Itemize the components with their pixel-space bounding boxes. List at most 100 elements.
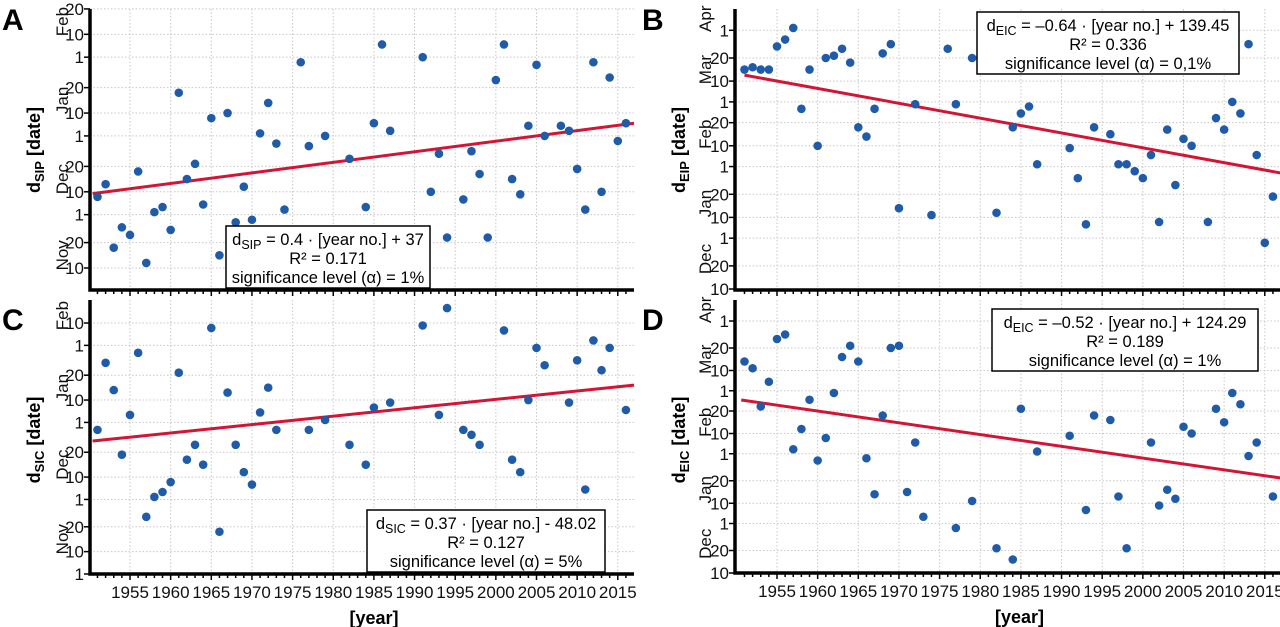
y-tick-label: 20 [710,185,729,204]
data-point [467,146,476,156]
data-point [580,485,590,494]
data-point [158,487,167,497]
data-point [475,440,484,450]
data-point [1244,39,1253,49]
data-point [223,108,232,118]
y-tick-label: 20 [710,49,729,68]
month-label: Dec [696,528,715,559]
data-point [621,118,631,128]
y-tick-label: 20 [65,157,84,176]
y-tick-label: 10 [65,104,84,123]
data-point [1032,447,1042,456]
month-label: Dec [53,449,72,480]
data-point [117,223,127,232]
y-tick-label: 1 [720,382,729,401]
y-tick-label: 1 [75,48,84,67]
y-tick-label: 10 [65,391,84,410]
data-point [442,303,452,313]
y-tick-label: 20 [65,79,84,98]
month-label: Apr [696,5,715,32]
data-point [174,368,184,378]
data-point [198,460,208,469]
data-point [320,415,330,425]
y-tick-label: 10 [710,280,729,299]
x-tick-label: 1990 [396,583,434,602]
regression-line [92,121,635,196]
data-point [345,440,354,450]
panel-letter: B [642,4,664,37]
equation-r2: R² = 0.189 [1086,333,1164,351]
data-point [1138,173,1148,183]
data-point [1260,238,1270,248]
data-point [369,403,379,412]
x-tick-label: 2005 [1165,582,1203,601]
data-point [223,388,232,397]
x-tick-label: 1965 [192,583,230,602]
data-point [829,51,839,60]
y-tick-label: 20 [65,234,84,253]
month-label: Mar [696,55,715,85]
data-point [215,251,224,260]
data-point [1016,404,1026,414]
data-point [1089,123,1099,132]
x-tick-label: 1995 [1083,582,1121,601]
data-point [239,182,249,192]
data-point [190,440,200,450]
y-tick-label: 1 [720,312,729,331]
equation-r2: R² = 0.171 [289,250,367,268]
data-point [1154,501,1164,510]
data-point [837,352,847,362]
y-axis-label-subscript: EIP [677,161,692,182]
x-tick-label: 1985 [355,583,393,602]
x-axis-label: [year] [995,607,1044,627]
data-point [1089,411,1099,420]
y-tick-label: 20 [710,542,729,561]
y-tick-label: 10 [65,468,84,487]
data-point [1187,429,1196,438]
data-point [231,440,240,450]
data-point [507,455,517,464]
x-tick-label: 1960 [152,583,190,602]
equation-var: d [1004,314,1013,332]
y-axis-label-unit: [date] [669,397,689,451]
data-point [1146,438,1156,447]
data-point [780,35,790,44]
equation-r2: R² = 0.127 [447,534,525,552]
data-point [756,65,766,74]
month-label: Dec [696,243,715,274]
data-point [870,489,879,499]
month-label: Jan [53,87,72,114]
data-point [1081,505,1091,515]
data-point [150,492,159,502]
equation-box-frame [366,509,606,573]
data-point [605,73,614,82]
data-point [207,323,216,333]
data-point [589,336,598,345]
axis-lines [733,9,1280,292]
data-point [207,113,216,123]
data-point [150,207,159,217]
y-tick-label: 1 [720,21,729,40]
data-point [748,363,757,373]
x-tick-label: 1955 [111,583,149,602]
y-tick-label: 1 [75,490,84,509]
data-point [475,169,484,179]
data-point [182,455,192,464]
data-point [1179,134,1188,144]
data-point [540,131,549,141]
month-label: Nov [53,524,72,555]
y-tick-label: 10 [65,543,84,562]
y-axis-label-var: d [669,472,689,483]
x-tick-label: 1970 [880,582,918,601]
equation-formula: dEIC = –0.64 · [year no.] + 139.45 [987,17,1230,38]
y-tick-label: 20 [710,472,729,491]
data-point [1065,431,1074,441]
data-point [1268,492,1278,501]
y-axis-label: dEIP [date] [669,107,692,193]
data-point [1236,399,1245,409]
data-point [263,98,273,108]
data-point [1154,217,1164,227]
month-label: Feb [696,120,715,149]
